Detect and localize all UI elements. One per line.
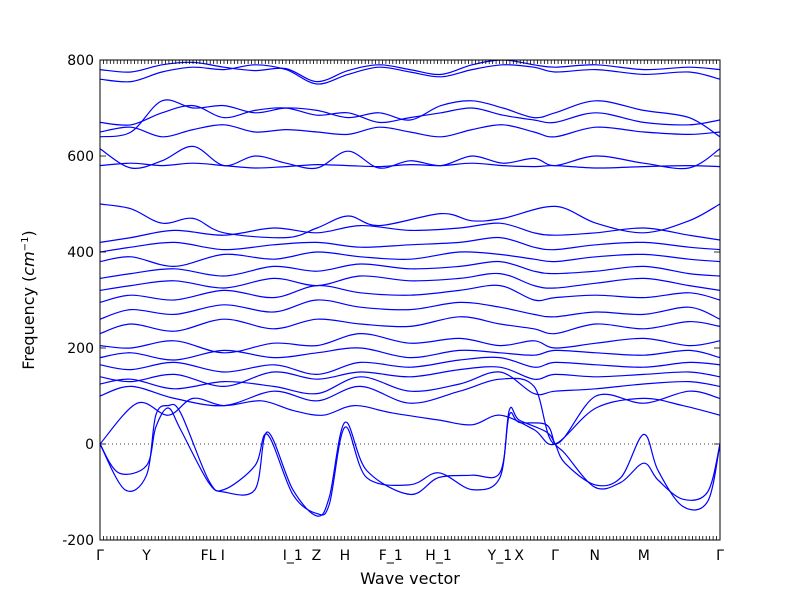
x-tick-label: Γ xyxy=(716,548,724,564)
y-axis-label-exponent: −1 xyxy=(20,237,31,252)
phonon-band-21 xyxy=(100,124,720,138)
y-axis-label-close: ) xyxy=(19,230,38,236)
phonon-band-6 xyxy=(100,366,720,388)
x-tick-label: Y xyxy=(141,548,151,564)
phonon-band-5 xyxy=(100,371,720,396)
y-axis-label-unit: cm xyxy=(19,251,38,275)
y-axis-label-text: Frequency ( xyxy=(19,276,38,370)
x-tick-label: H xyxy=(340,548,351,564)
x-tick-label: M xyxy=(638,548,650,564)
x-tick-label: Y_1 xyxy=(487,548,512,564)
x-axis: Γ Y FL I I_1 Z H F_1 H_1 Y_1 X Γ N M Γ xyxy=(96,60,724,564)
phonon-band-1 xyxy=(100,407,720,517)
x-tick-label: Γ xyxy=(96,548,104,564)
phonon-band-23 xyxy=(100,99,720,138)
phonon-band-20 xyxy=(100,162,720,169)
phonon-band-4 xyxy=(100,377,720,445)
x-tick-label: Γ xyxy=(551,548,559,564)
phonon-band-3 xyxy=(100,397,720,446)
y-tick-label: 0 xyxy=(85,437,94,453)
x-tick-label: Z xyxy=(312,548,322,564)
phonon-band-11 xyxy=(100,299,720,320)
y-axis: -200 0 200 400 600 800 xyxy=(62,53,720,549)
phonon-band-24 xyxy=(100,64,720,85)
plot-area xyxy=(100,60,720,517)
phonon-band-13 xyxy=(100,272,720,291)
phonon-band-16 xyxy=(100,236,720,253)
y-tick-label: 600 xyxy=(67,149,94,165)
phonon-band-22 xyxy=(100,104,720,126)
phonon-band-10 xyxy=(100,316,720,335)
x-tick-label: H_1 xyxy=(425,548,451,564)
phonon-band-2 xyxy=(100,403,720,516)
phonon-band-25 xyxy=(100,60,720,83)
x-tick-label: F_1 xyxy=(379,548,403,564)
phonon-band-19 xyxy=(100,145,720,170)
y-axis-label: Frequency (cm−1) xyxy=(19,230,38,369)
x-tick-label: N xyxy=(590,548,600,564)
phonon-band-12 xyxy=(100,284,720,303)
phonon-band-14 xyxy=(100,260,720,279)
y-tick-label: 200 xyxy=(67,341,94,357)
x-axis-label: Wave vector xyxy=(360,569,460,588)
y-tick-label: 400 xyxy=(67,245,94,261)
x-tick-label: X xyxy=(514,548,524,564)
x-tick-label: FL xyxy=(201,548,217,564)
phonon-band-15 xyxy=(100,251,720,268)
phonon-band-17 xyxy=(100,222,720,243)
phonon-band-18 xyxy=(100,203,720,239)
x-tick-label: I_1 xyxy=(283,548,303,564)
phonon-band-7 xyxy=(100,356,720,376)
y-tick-label: -200 xyxy=(62,533,94,549)
phonon-band-9 xyxy=(100,332,720,354)
y-tick-label: 800 xyxy=(67,53,94,69)
x-tick-label: I xyxy=(221,548,225,564)
phonon-band-8 xyxy=(100,347,720,361)
